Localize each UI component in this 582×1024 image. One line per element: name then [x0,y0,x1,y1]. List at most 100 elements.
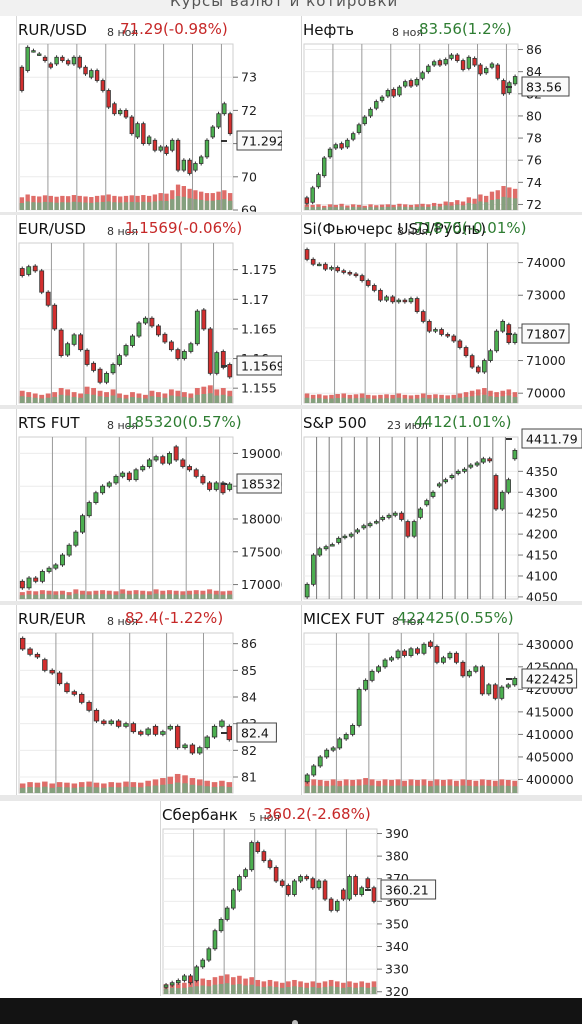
volume-bar [255,986,261,994]
volume-bar [130,787,137,793]
volume-bar [329,398,334,403]
candle-body [279,880,285,886]
row-separator [0,795,582,801]
plot-area [18,43,234,211]
volume-bar [19,203,25,210]
chart-panel-rts[interactable]: 170000175000180000185000190000185320RTS … [16,409,282,601]
volume-bar [120,593,126,599]
candle-body [489,63,495,68]
volume-bar [146,202,152,210]
volume-bar [73,593,79,599]
plot-area [303,436,519,600]
volume-bar [339,206,344,210]
candle-body [218,919,224,932]
volume-bar [182,783,188,793]
volume-bar [433,398,438,403]
candle-body [226,725,232,741]
candle-body [219,720,225,727]
candle-body [20,637,26,650]
candle-body [214,352,220,374]
volume-bar [137,787,144,793]
last-price-box [236,130,282,151]
candle-body [374,521,379,524]
candle-body [206,948,212,961]
volume-bar [212,984,218,994]
panel-title: RTS FUT [18,414,80,432]
candle-body [237,876,242,891]
candle-body [141,123,146,145]
volume-bar [89,202,94,210]
volume-bar [129,201,134,210]
candle-body [304,583,310,598]
volume-bar [46,594,52,599]
volume-bar [97,396,103,403]
candle-body [426,65,431,73]
y-tick-label: 72 [526,197,542,212]
candle-body [367,523,373,527]
volume-bar [345,207,350,210]
candle-body [311,554,316,585]
y-tick-label: 78 [526,131,542,146]
last-price-box [521,668,578,689]
candle-body [189,744,196,754]
volume-bar [414,206,419,210]
candle-body [129,116,134,135]
volume-bar [337,786,343,793]
candle-body [39,270,45,293]
candle-body [207,482,213,490]
candle-body [431,61,437,66]
candle-body [112,103,117,115]
candlestick-chart: 81828384858682.4 [18,632,277,794]
chart-panel-si[interactable]: 700007100072000730007400071807Si(Фьючерс… [301,215,582,405]
last-price-box [521,428,582,449]
chart-panel-micex[interactable]: 400000 405000 410000 415000 420000 425000 4300… [301,605,582,795]
candle-body [158,146,163,151]
header-title: Курсы валют и котировки [170,0,399,10]
volume-bar [33,594,39,599]
candle-body [286,885,291,895]
candle-body [188,343,194,352]
candle-body [324,749,330,758]
volume-bar [160,784,166,793]
candle-body [335,267,340,272]
candle-body [204,139,210,158]
volume-bar [104,397,109,403]
candle-body [243,869,248,877]
volume-bar [204,200,210,210]
chart-panel-sp500[interactable]: 4050 4100 4150 4200 4250 4300 4350 4411.79 S&P 5… [301,409,582,601]
home-button[interactable] [292,1020,298,1024]
candle-body [115,720,122,727]
candle-body [355,529,360,533]
last-price-label: 82.4 [241,726,269,741]
volume-bar [494,397,499,403]
chart-panel-sber[interactable]: 320 330 340 350 360 370 380 390 360.21 Сбербанк 5 … [160,801,444,996]
candle-body [329,267,334,270]
candle-body [27,648,33,655]
volume-bar [80,594,86,599]
candle-body [193,163,198,171]
candle-body [42,56,48,61]
candle-body [120,472,126,477]
last-price-box [236,473,282,494]
y-tick-label: 85 [241,663,257,678]
volume-bar [86,786,92,793]
volume-bar [512,397,518,403]
candle-body [123,723,129,727]
candle-body [304,197,310,204]
candle-body [403,81,408,87]
candle-body [443,59,448,65]
candle-body [469,355,475,368]
volume-bar [421,785,427,793]
volume-bar [322,207,327,210]
candle-body [479,666,485,695]
top-header-strip: Курсы валют и котировки [0,0,582,16]
candle-body [175,980,181,984]
candle-body [224,907,230,920]
candle-body [501,80,506,95]
candle-body [350,133,356,140]
